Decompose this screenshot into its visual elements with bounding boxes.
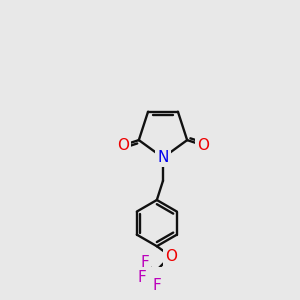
Text: F: F [152,278,161,293]
Text: O: O [117,138,129,153]
Text: O: O [197,138,209,153]
Text: F: F [140,255,149,270]
Text: N: N [157,150,169,165]
Text: F: F [137,270,146,285]
Text: O: O [165,249,177,264]
